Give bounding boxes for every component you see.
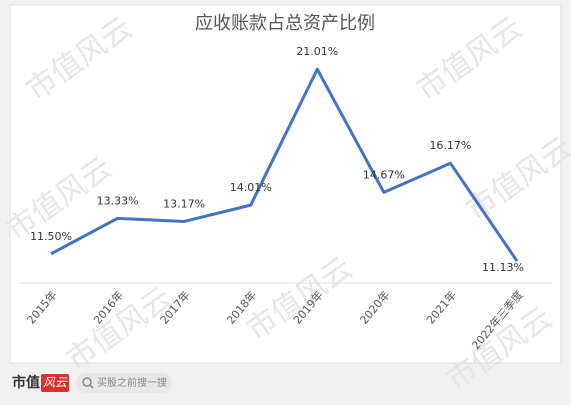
search-placeholder: 买股之前搜一搜 <box>97 376 167 389</box>
data-label: 16.17% <box>429 139 471 152</box>
data-label: 21.01% <box>296 45 338 58</box>
data-label: 14.01% <box>230 181 272 194</box>
footer-brand: 市值 <box>12 374 40 391</box>
chart-title: 应收账款占总资产比例 <box>195 13 375 34</box>
data-label: 11.13% <box>482 261 524 274</box>
search-icon-handle <box>89 384 94 389</box>
data-label: 14.67% <box>363 168 405 181</box>
logo-box <box>41 374 69 392</box>
data-label: 13.17% <box>163 197 205 210</box>
data-label: 11.50% <box>30 230 72 243</box>
chart-card <box>9 4 562 364</box>
line <box>50 67 519 262</box>
footer: 市值 风云 买股之前搜一搜 <box>12 373 172 393</box>
data-label: 13.33% <box>97 194 139 207</box>
footer-logo: 风云 <box>43 376 68 390</box>
search-box[interactable] <box>76 373 172 393</box>
search-icon <box>82 377 92 387</box>
